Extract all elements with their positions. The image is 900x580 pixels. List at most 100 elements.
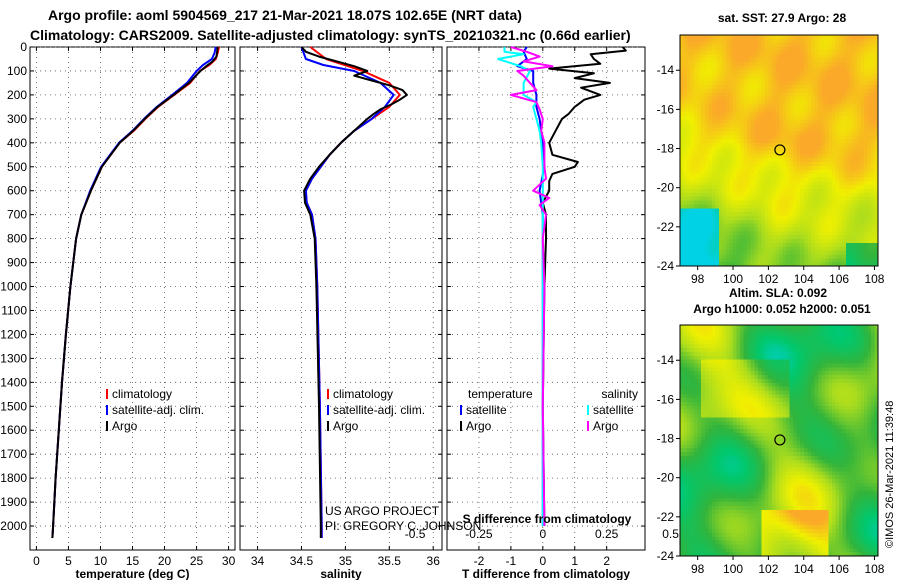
map-cell bbox=[824, 227, 830, 232]
map-cell bbox=[860, 204, 865, 209]
map-cell bbox=[718, 46, 724, 51]
map-cell bbox=[828, 344, 833, 349]
map-cell bbox=[711, 250, 716, 256]
map-cell bbox=[764, 88, 769, 94]
map-cell bbox=[697, 340, 702, 345]
map-cell bbox=[779, 119, 784, 125]
map-cell bbox=[800, 61, 805, 67]
map-cell bbox=[828, 154, 833, 159]
map-cell bbox=[867, 200, 872, 205]
map-cell bbox=[725, 328, 731, 334]
map-cell bbox=[853, 169, 858, 175]
map-cell bbox=[701, 173, 706, 179]
map-cell bbox=[747, 100, 752, 105]
map-cell bbox=[814, 239, 819, 244]
map-cell bbox=[870, 69, 876, 75]
map-cell bbox=[722, 92, 727, 98]
map-cell bbox=[680, 196, 685, 202]
map-cell bbox=[796, 123, 801, 128]
map-cell bbox=[796, 219, 801, 225]
map-cell bbox=[711, 235, 716, 240]
map-cell bbox=[786, 378, 791, 384]
map-cell bbox=[807, 325, 812, 330]
map-cell bbox=[874, 104, 879, 109]
map-cell bbox=[839, 181, 844, 186]
map-cell bbox=[867, 158, 872, 163]
map-cell bbox=[718, 254, 724, 259]
map-cell bbox=[817, 219, 823, 225]
map-cell bbox=[757, 242, 762, 248]
map-cell bbox=[849, 223, 854, 229]
map-cell bbox=[708, 371, 713, 376]
map-cell bbox=[711, 50, 716, 55]
map-cell bbox=[761, 371, 766, 376]
map-cell bbox=[690, 196, 695, 202]
map-cell bbox=[832, 359, 837, 365]
map-cell bbox=[807, 50, 812, 55]
map-cell bbox=[771, 58, 777, 63]
map-cell bbox=[817, 355, 823, 361]
series-line-t-satellite bbox=[516, 46, 546, 526]
map-cell bbox=[718, 77, 724, 82]
map-cell bbox=[687, 402, 692, 407]
map-cell bbox=[842, 138, 847, 144]
map-cell bbox=[718, 215, 724, 221]
map-cell bbox=[750, 336, 755, 341]
map-cell bbox=[694, 154, 699, 159]
map-cell bbox=[690, 367, 695, 372]
map-cell bbox=[771, 215, 777, 221]
map-cell bbox=[711, 146, 716, 152]
map-cell bbox=[715, 46, 720, 51]
map-cell bbox=[832, 242, 837, 248]
map-cell bbox=[810, 135, 815, 140]
map-cell bbox=[803, 177, 808, 182]
map-cell bbox=[860, 196, 865, 202]
map-cell bbox=[793, 239, 798, 244]
map-cell bbox=[839, 204, 844, 209]
map-cell bbox=[800, 382, 805, 388]
map-cell bbox=[817, 158, 823, 163]
map-cell bbox=[761, 340, 766, 345]
map-cell bbox=[690, 254, 695, 259]
map-cell bbox=[736, 246, 741, 252]
map-cell bbox=[839, 246, 844, 252]
map-cell bbox=[690, 200, 695, 205]
map-cell bbox=[743, 359, 748, 365]
map-cell bbox=[704, 390, 709, 395]
map-cell bbox=[824, 367, 830, 372]
map-cell bbox=[849, 88, 854, 94]
map-cell bbox=[701, 135, 706, 140]
map-cell bbox=[782, 50, 787, 55]
map-cell bbox=[874, 177, 879, 182]
map-cell bbox=[761, 123, 766, 128]
map-cell bbox=[754, 192, 759, 198]
map-cell bbox=[736, 348, 741, 353]
map-cell bbox=[747, 208, 752, 213]
map-cell bbox=[694, 332, 699, 338]
map-cell bbox=[874, 231, 879, 236]
map-cell bbox=[842, 204, 847, 209]
map-cell bbox=[694, 212, 699, 217]
map-cell bbox=[870, 104, 876, 109]
map-cell bbox=[747, 382, 752, 388]
map-cell bbox=[863, 173, 868, 179]
map-cell bbox=[764, 208, 769, 213]
map-cell bbox=[750, 227, 755, 232]
map-cell bbox=[715, 394, 720, 399]
map-cell bbox=[786, 242, 791, 248]
map-cell bbox=[867, 398, 872, 403]
map-cell bbox=[786, 142, 791, 148]
map-cell bbox=[786, 394, 791, 399]
map-cell bbox=[853, 73, 858, 78]
map-cell bbox=[701, 219, 706, 225]
map-cell bbox=[839, 35, 844, 40]
map-cell bbox=[867, 386, 872, 392]
map-cell bbox=[768, 242, 773, 248]
map-cell bbox=[786, 173, 791, 179]
map-cell bbox=[747, 254, 752, 259]
map-cell bbox=[810, 367, 815, 372]
map-cell bbox=[839, 154, 844, 159]
map-cell bbox=[743, 242, 748, 248]
map-cell bbox=[803, 131, 808, 136]
map-cell bbox=[687, 405, 692, 411]
